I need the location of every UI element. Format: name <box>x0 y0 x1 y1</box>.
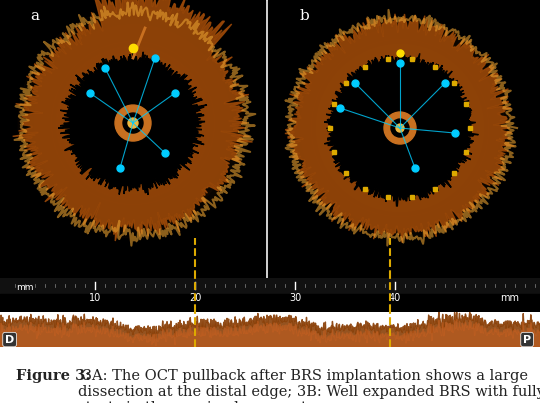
Text: P: P <box>523 334 531 345</box>
Text: 10: 10 <box>89 293 101 303</box>
Text: 30: 30 <box>289 293 301 303</box>
Circle shape <box>396 124 404 132</box>
Text: Figure 3:: Figure 3: <box>16 369 91 383</box>
Text: mm: mm <box>501 293 519 303</box>
Text: D: D <box>5 334 14 345</box>
Circle shape <box>123 113 143 133</box>
Text: mm: mm <box>16 283 33 292</box>
Text: a: a <box>30 9 39 23</box>
Polygon shape <box>58 52 207 195</box>
Text: b: b <box>300 9 310 23</box>
Text: 20: 20 <box>189 293 201 303</box>
Text: 3A: The OCT pullback after BRS implantation shows a large
dissection at the dist: 3A: The OCT pullback after BRS implantat… <box>78 369 540 403</box>
Circle shape <box>115 105 151 141</box>
Polygon shape <box>324 50 478 206</box>
Circle shape <box>128 118 138 128</box>
Text: 40: 40 <box>389 293 401 303</box>
Circle shape <box>391 119 409 137</box>
Polygon shape <box>12 0 253 241</box>
Polygon shape <box>285 14 514 243</box>
Circle shape <box>384 112 416 144</box>
